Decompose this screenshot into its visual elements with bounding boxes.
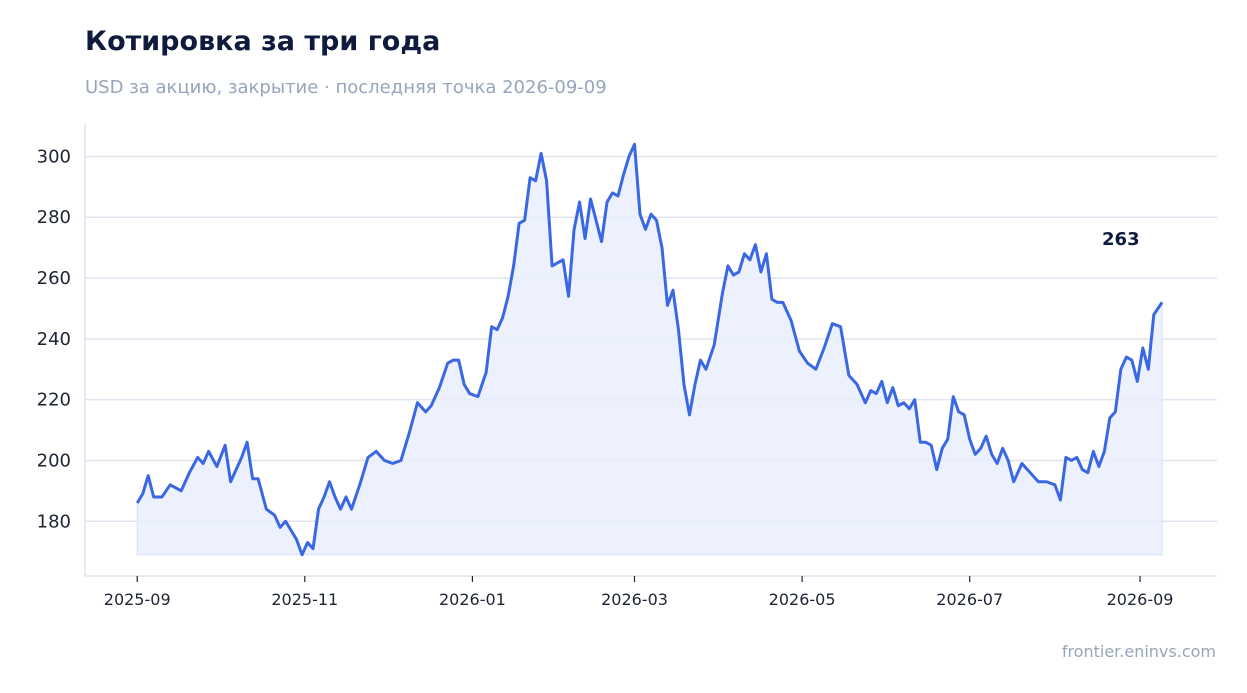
x-tick-label: 2026-05	[769, 590, 836, 609]
y-tick-label: 220	[37, 390, 71, 411]
y-tick-label: 240	[37, 329, 71, 350]
x-tick-label: 2026-01	[439, 590, 506, 609]
axes	[84, 123, 1217, 577]
x-tick-label: 2026-03	[601, 590, 668, 609]
y-tick-label: 260	[37, 268, 71, 289]
y-tick-labels: 180 200 220 240 260 280 300	[37, 146, 71, 532]
y-tick-label: 180	[37, 511, 71, 532]
chart-title: Котировка за три года	[85, 26, 441, 57]
x-tick-label: 2025-11	[271, 590, 338, 609]
price-area-fill	[136, 144, 1163, 557]
last-value-annotation: 263	[1102, 229, 1140, 250]
y-tick-label: 300	[37, 146, 71, 167]
price-line	[135, 142, 1164, 557]
y-tick-label: 280	[37, 207, 71, 228]
x-tick-labels: 2025-09 2025-11 2026-01 2026-03 2026-05 2026-…	[104, 576, 1174, 609]
source-credit[interactable]: frontier.eninvs.com	[1061, 642, 1216, 661]
x-tick-label: 2026-07	[936, 590, 1003, 609]
x-tick-label: 2026-09	[1107, 590, 1174, 609]
y-tick-label: 200	[37, 450, 71, 471]
chart-subtitle: USD за акцию, закрытие · последняя точка…	[85, 77, 607, 98]
x-tick-label: 2025-09	[104, 590, 171, 609]
